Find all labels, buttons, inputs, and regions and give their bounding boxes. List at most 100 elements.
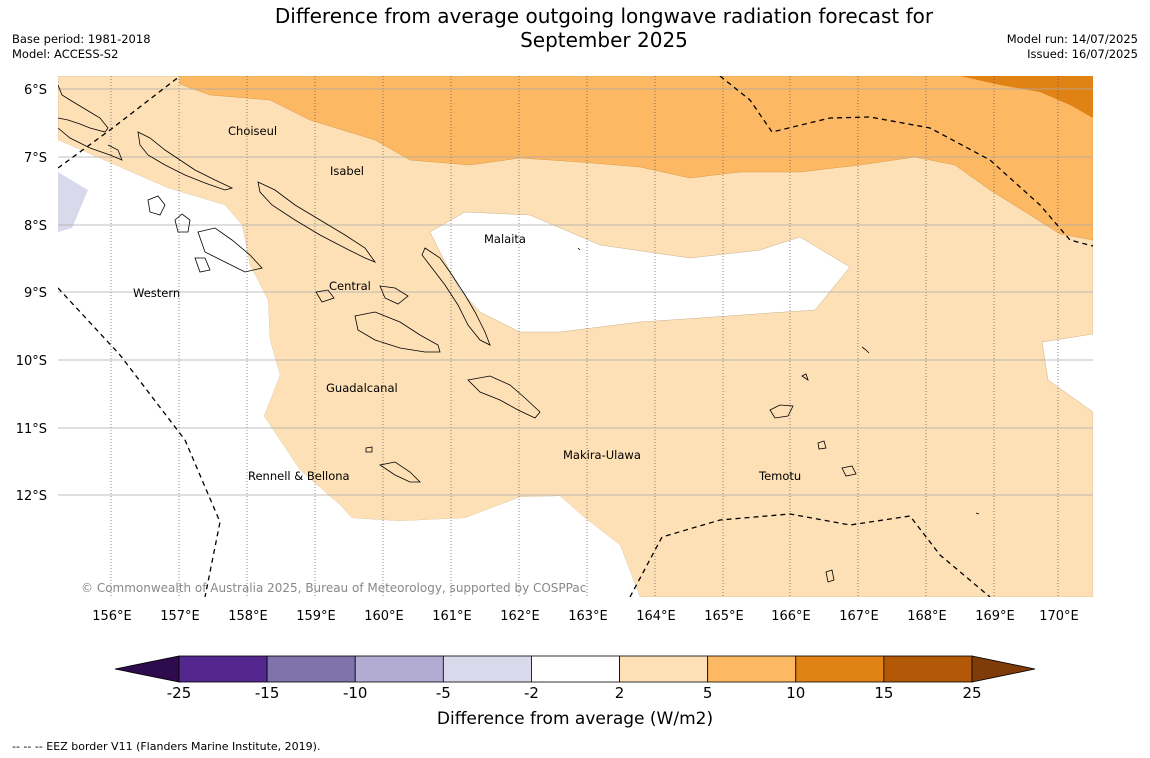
bougainville-coast bbox=[58, 84, 109, 133]
colorbar-tick-label: 5 bbox=[702, 684, 713, 702]
lon-label: 165°E bbox=[704, 609, 744, 624]
reef-islands bbox=[861, 346, 870, 354]
colorbar-tick-label: -5 bbox=[435, 684, 451, 702]
model-run: Model run: 14/07/2025 bbox=[1006, 32, 1138, 46]
duff-islands bbox=[801, 373, 809, 381]
small-island-central bbox=[577, 247, 581, 251]
chart-title: Difference from average outgoing longwav… bbox=[200, 4, 1008, 52]
eez-borders bbox=[58, 76, 1093, 597]
rennell-island bbox=[378, 461, 421, 483]
title-line-2: September 2025 bbox=[520, 28, 688, 52]
vella-lavella-island bbox=[174, 213, 191, 233]
lon-label: 167°E bbox=[839, 609, 879, 624]
copyright-notice: © Commonwealth of Australia 2025, Bureau… bbox=[81, 581, 586, 595]
vanikoro-island bbox=[841, 465, 857, 477]
meta-right: Model run: 14/07/2025 Issued: 16/07/2025 bbox=[1007, 32, 1138, 62]
malaita-island bbox=[421, 247, 491, 346]
russell-islands bbox=[315, 289, 335, 303]
lon-label: 158°E bbox=[228, 609, 268, 624]
colorbar-segment bbox=[707, 655, 797, 683]
colorbar-segment bbox=[178, 655, 268, 683]
eez-border-north bbox=[58, 76, 181, 169]
region-label-central: Central bbox=[329, 279, 371, 293]
lat-label-8s: 8°S bbox=[24, 219, 47, 234]
lat-axis-labels: 6°S 7°S 8°S 9°S 10°S 11°S 12°S bbox=[16, 83, 47, 504]
lat-label-11s: 11°S bbox=[16, 422, 47, 437]
lon-label: 156°E bbox=[92, 609, 132, 624]
lon-label: 163°E bbox=[568, 609, 608, 624]
colorbar-segment bbox=[795, 655, 885, 683]
lon-label: 159°E bbox=[296, 609, 336, 624]
region-labels: Choiseul Isabel Malaita Western Central … bbox=[133, 124, 801, 483]
lat-label-7s: 7°S bbox=[24, 151, 47, 166]
colorbar-extend-low bbox=[114, 655, 180, 683]
nggela-islands bbox=[379, 285, 409, 305]
region-label-choiseul: Choiseul bbox=[228, 124, 277, 138]
colorbar-segment bbox=[442, 655, 532, 683]
colorbar-extend-high bbox=[971, 655, 1036, 683]
colorbar-tick-label: 15 bbox=[874, 684, 894, 702]
anomaly-10-to-15-region bbox=[960, 76, 1093, 118]
isabel-island bbox=[257, 181, 377, 263]
meta-left: Base period: 1981-2018 Model: ACCESS-S2 bbox=[12, 32, 151, 62]
lon-label: 157°E bbox=[160, 609, 200, 624]
lon-label: 169°E bbox=[975, 609, 1015, 624]
colorbar-tick-label: 10 bbox=[786, 684, 806, 702]
lon-label: 166°E bbox=[771, 609, 811, 624]
issued-date: Issued: 16/07/2025 bbox=[1027, 47, 1138, 61]
lat-label-10s: 10°S bbox=[16, 354, 47, 369]
lon-label: 162°E bbox=[500, 609, 540, 624]
lat-label-9s: 9°S bbox=[24, 286, 47, 301]
anomaly-neutral-region-malaita bbox=[429, 211, 851, 333]
region-label-isabel: Isabel bbox=[330, 164, 364, 178]
islands bbox=[58, 84, 980, 583]
region-label-makira-ulawa: Makira-Ulawa bbox=[563, 448, 641, 462]
model-name: Model: ACCESS-S2 bbox=[12, 47, 119, 61]
small-island-east bbox=[975, 512, 980, 515]
lon-label: 168°E bbox=[907, 609, 947, 624]
santa-cruz-island bbox=[769, 404, 794, 419]
new-georgia-island bbox=[197, 227, 263, 273]
region-label-guadalcanal: Guadalcanal bbox=[326, 381, 398, 395]
region-label-temotu: Temotu bbox=[758, 469, 801, 483]
anomaly-minus5-to-minus2-region bbox=[58, 172, 88, 232]
lon-label: 164°E bbox=[636, 609, 676, 624]
guadalcanal-island bbox=[354, 311, 441, 353]
lon-label: 170°E bbox=[1039, 609, 1079, 624]
utupua-island bbox=[817, 440, 827, 450]
colorbar-segment bbox=[531, 655, 620, 683]
eez-border-southeast bbox=[629, 513, 991, 597]
eez-border-northeast bbox=[719, 76, 1093, 247]
colorbar-tick-label: -2 bbox=[523, 684, 539, 702]
tikopia-island bbox=[825, 569, 835, 583]
choiseul-island bbox=[137, 131, 234, 191]
lon-axis-labels: 156°E 157°E 158°E 159°E 160°E 161°E 162°E 163°E… bbox=[92, 609, 1079, 624]
title-line-1: Difference from average outgoing longwav… bbox=[274, 4, 934, 28]
lat-label-12s: 12°S bbox=[16, 489, 47, 504]
bougainville-south-coast bbox=[58, 127, 123, 161]
base-period: Base period: 1981-2018 bbox=[12, 32, 151, 46]
colorbar-segment bbox=[883, 655, 973, 683]
colorbar-tick-label: -25 bbox=[166, 684, 192, 702]
region-label-western: Western bbox=[133, 286, 180, 300]
colorbar-segment bbox=[354, 655, 444, 683]
colorbar-tick-label: -15 bbox=[254, 684, 280, 702]
map-area: Choiseul Isabel Malaita Western Central … bbox=[58, 76, 1093, 597]
eez-border-west bbox=[58, 287, 221, 597]
region-label-rennell-bellona: Rennell & Bellona bbox=[248, 469, 350, 483]
colorbar-tick-label: 2 bbox=[614, 684, 625, 702]
lon-label: 161°E bbox=[432, 609, 472, 624]
colorbar-segment bbox=[266, 655, 356, 683]
lat-label-6s: 6°S bbox=[24, 83, 47, 98]
colorbar-tick-label: 25 bbox=[962, 684, 982, 702]
lon-label: 160°E bbox=[364, 609, 404, 624]
region-label-malaita: Malaita bbox=[484, 232, 526, 246]
bellona-island bbox=[365, 446, 373, 453]
colorbar-segment bbox=[619, 655, 709, 683]
rendova-island bbox=[194, 257, 211, 273]
eez-footnote: -- -- -- EEZ border V11 (Flanders Marine… bbox=[12, 740, 321, 753]
colorbar-tick-label: -10 bbox=[342, 684, 368, 702]
makira-island bbox=[467, 375, 541, 419]
shortland-island bbox=[147, 195, 166, 216]
